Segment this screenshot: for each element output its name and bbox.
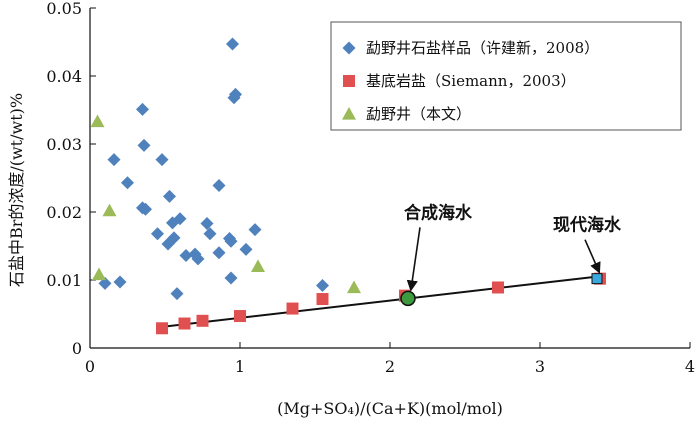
series-1-point <box>316 293 329 306</box>
series-0-point <box>229 87 242 101</box>
y-tick-label: 0.02 <box>46 203 82 222</box>
series-0-point <box>139 202 152 216</box>
series-0-point <box>212 178 226 192</box>
series-0-point <box>203 227 217 241</box>
annotation-label: 合成海水 <box>404 202 473 223</box>
series-2-point <box>92 267 106 281</box>
trend-line <box>161 275 598 328</box>
series-2-point <box>102 203 117 217</box>
y-tick-label: 0.01 <box>46 271 82 290</box>
series-0-point <box>170 287 184 301</box>
series-0-point <box>224 234 238 248</box>
series-0-point <box>200 217 214 231</box>
legend-label: 勐野井石盐样品（许建新，2008） <box>366 39 599 57</box>
series-0-point <box>113 275 127 289</box>
legend: 勐野井石盐样品（许建新，2008） 基底岩盐（Siemann，2003） 勐野井（本… <box>330 21 682 131</box>
series-1-point <box>178 317 191 330</box>
series-1-point <box>196 314 209 327</box>
series-0-point <box>191 252 205 266</box>
annotation-arrow <box>406 227 421 292</box>
series-0-point <box>226 37 239 51</box>
annotation-label: 现代海水 <box>553 215 622 236</box>
series-1-point <box>492 281 504 294</box>
data-points <box>90 37 606 335</box>
legend-marker <box>342 107 356 120</box>
series-2-point <box>347 280 361 294</box>
series-0-point <box>316 278 329 292</box>
series-1-point <box>286 302 299 315</box>
series-0-point <box>167 231 181 245</box>
series-0-point <box>163 189 176 203</box>
series-0-point <box>212 246 226 260</box>
series-0-point <box>121 176 134 190</box>
series-1-point <box>234 310 246 323</box>
series-0-point <box>173 212 187 226</box>
series-1-point <box>156 322 168 335</box>
annotation-arrow <box>584 239 601 274</box>
x-tick-label: 4 <box>685 357 695 376</box>
modern-seawater-marker <box>591 273 603 285</box>
synthetic-seawater-marker <box>400 290 416 307</box>
legend-marker <box>342 41 356 55</box>
trend-line-group <box>161 275 598 328</box>
y-tick-label: 0 <box>72 339 82 358</box>
series-0-point <box>136 102 149 116</box>
y-tick-label: 0.03 <box>46 135 82 154</box>
y-tick-label: 0.05 <box>46 0 82 18</box>
y-tick-label: 0.04 <box>46 67 82 86</box>
x-axis-title: (Mg+SO₄)/(Ca+K)(mol/mol) <box>277 399 503 418</box>
legend-label: 勐野井（本文） <box>366 105 471 123</box>
series-2-point <box>251 259 265 272</box>
series-0-point <box>248 223 262 237</box>
x-tick-label: 2 <box>385 357 395 376</box>
x-tick-label: 3 <box>535 357 545 376</box>
legend-label: 基底岩盐（Siemann，2003） <box>366 72 576 90</box>
axes: 0 1 2 3 4 0 0.01 0.02 0.03 0.04 0.05 <box>46 0 695 376</box>
x-tick-label: 0 <box>85 357 95 376</box>
series-2-point <box>90 114 105 128</box>
x-tick-label: 1 <box>235 357 245 376</box>
series-0-point <box>179 249 193 263</box>
legend-box <box>330 21 682 131</box>
legend-marker <box>343 75 355 87</box>
series-0-point <box>155 153 169 167</box>
series-0-point <box>137 138 151 152</box>
y-axis-title: 石盐中Br的浓度/(wt/wt)% <box>7 93 26 287</box>
series-0-point <box>224 271 238 285</box>
series-0-point <box>151 227 164 241</box>
series-0-point <box>107 153 121 167</box>
series-0-point <box>239 242 253 256</box>
